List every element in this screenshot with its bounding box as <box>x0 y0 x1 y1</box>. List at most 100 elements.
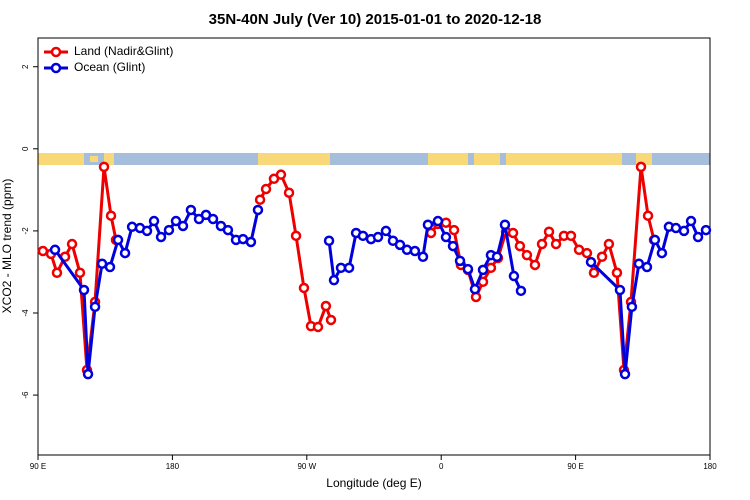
point <box>656 247 668 259</box>
x-tick-label: 180 <box>166 462 180 471</box>
point <box>82 368 94 380</box>
point <box>328 274 340 286</box>
y-tick-label: 2 <box>21 64 30 69</box>
point <box>177 220 189 232</box>
legend-label: Land (Nadir&Glint) <box>74 44 173 58</box>
y-tick-label: -4 <box>21 309 30 317</box>
point <box>700 224 712 236</box>
point <box>491 251 503 263</box>
point <box>394 239 406 251</box>
point <box>469 283 481 295</box>
point <box>581 247 593 259</box>
point <box>74 267 86 279</box>
point <box>325 314 337 326</box>
point <box>254 194 266 205</box>
chart-title: 35N-40N July (Ver 10) 2015-01-01 to 2020… <box>209 11 542 28</box>
point <box>163 224 175 236</box>
point <box>283 187 295 198</box>
plot-frame <box>37 37 711 456</box>
point <box>508 270 520 282</box>
point <box>155 231 167 243</box>
point <box>37 245 49 257</box>
point <box>104 261 116 273</box>
point <box>440 217 452 228</box>
point <box>603 238 615 250</box>
point <box>633 258 645 269</box>
point <box>514 240 526 252</box>
point <box>550 238 562 250</box>
point <box>380 225 392 237</box>
point <box>343 262 355 274</box>
point <box>685 215 697 227</box>
point <box>66 238 78 250</box>
point <box>260 183 272 195</box>
y-tick-label: -2 <box>21 227 30 235</box>
point <box>507 227 519 239</box>
point <box>477 264 489 276</box>
point <box>641 261 653 273</box>
point <box>89 301 101 313</box>
y-tick-label: -6 <box>21 391 30 399</box>
point <box>432 215 444 227</box>
x-tick-label: 0 <box>439 462 444 471</box>
point <box>417 251 429 263</box>
point <box>448 224 460 236</box>
point <box>409 245 421 257</box>
point <box>98 161 110 173</box>
point <box>588 267 600 279</box>
point <box>440 231 452 243</box>
point <box>290 230 302 242</box>
point <box>312 321 324 333</box>
legend-marker <box>50 46 62 58</box>
point <box>499 219 511 230</box>
point <box>49 244 61 256</box>
point <box>649 234 661 246</box>
point <box>422 219 434 230</box>
point <box>611 267 623 279</box>
legend-label: Ocean (Glint) <box>74 60 145 74</box>
point <box>670 222 682 234</box>
point <box>141 225 153 237</box>
x-tick-label: 90 W <box>297 462 316 471</box>
point <box>170 215 182 227</box>
point <box>357 230 369 242</box>
point <box>678 225 690 237</box>
land-mask <box>38 153 710 165</box>
point <box>543 226 555 237</box>
point <box>78 284 90 296</box>
point <box>401 244 413 256</box>
point <box>320 300 332 312</box>
point <box>454 255 466 267</box>
point <box>447 240 459 252</box>
point <box>565 230 577 242</box>
point <box>372 231 384 243</box>
y-tick-label: 0 <box>21 146 30 151</box>
point <box>119 247 131 259</box>
point <box>619 368 631 380</box>
point <box>112 234 124 246</box>
point <box>462 263 474 275</box>
point <box>245 236 257 248</box>
point <box>614 284 626 296</box>
point <box>222 224 234 236</box>
point <box>298 282 310 294</box>
point <box>635 161 647 173</box>
point <box>585 256 597 268</box>
point <box>642 210 654 221</box>
point <box>536 238 548 250</box>
point <box>126 221 138 233</box>
x-tick-label: 90 E <box>30 462 46 471</box>
x-tick-label: 180 <box>703 462 717 471</box>
point <box>515 285 527 297</box>
y-axis-title: XCO2 - MLO trend (ppm) <box>0 179 14 314</box>
point <box>529 259 541 271</box>
point <box>51 267 63 279</box>
point <box>335 262 347 274</box>
point <box>275 169 287 180</box>
point <box>323 235 335 247</box>
point <box>692 231 704 243</box>
point <box>207 213 219 225</box>
point <box>185 204 197 216</box>
point <box>521 249 533 261</box>
